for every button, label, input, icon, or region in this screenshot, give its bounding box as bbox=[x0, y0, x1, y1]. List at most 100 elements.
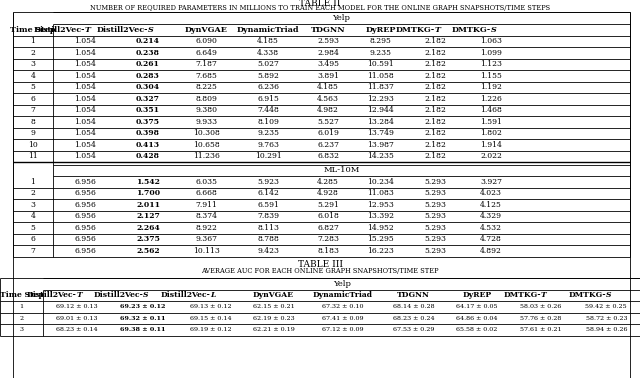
Text: 4.532: 4.532 bbox=[480, 224, 502, 232]
Text: 13.987: 13.987 bbox=[367, 141, 394, 149]
Text: 7: 7 bbox=[31, 247, 35, 255]
Text: 5.293: 5.293 bbox=[424, 235, 446, 243]
Text: 64.86 ± 0.04: 64.86 ± 0.04 bbox=[456, 316, 498, 321]
Text: 8.295: 8.295 bbox=[369, 37, 392, 45]
Text: 10.113: 10.113 bbox=[193, 247, 220, 255]
Text: 57.61 ± 0.21: 57.61 ± 0.21 bbox=[520, 327, 561, 332]
Text: 11.837: 11.837 bbox=[367, 83, 394, 91]
Text: 14.235: 14.235 bbox=[367, 152, 394, 160]
Text: T: T bbox=[435, 26, 441, 34]
Text: TDGNN: TDGNN bbox=[310, 26, 346, 34]
Text: 4.185: 4.185 bbox=[257, 37, 279, 45]
Text: 5.892: 5.892 bbox=[257, 72, 279, 80]
Text: 9.235: 9.235 bbox=[369, 49, 392, 57]
Text: 2.022: 2.022 bbox=[480, 152, 502, 160]
Text: 6.956: 6.956 bbox=[74, 201, 96, 209]
Text: 67.12 ± 0.09: 67.12 ± 0.09 bbox=[321, 327, 363, 332]
Text: 5.293: 5.293 bbox=[424, 201, 446, 209]
Text: 5.923: 5.923 bbox=[257, 178, 279, 186]
Text: 1.192: 1.192 bbox=[480, 83, 502, 91]
Text: 1.123: 1.123 bbox=[480, 60, 502, 68]
Text: 8.113: 8.113 bbox=[257, 224, 279, 232]
Text: 8.183: 8.183 bbox=[317, 247, 339, 255]
Text: S: S bbox=[148, 26, 154, 34]
Text: 1.054: 1.054 bbox=[74, 141, 96, 149]
Text: 1.054: 1.054 bbox=[74, 37, 96, 45]
Text: 9.423: 9.423 bbox=[257, 247, 279, 255]
Text: 6.956: 6.956 bbox=[74, 247, 96, 255]
Text: 1.542: 1.542 bbox=[136, 178, 160, 186]
Text: 2.182: 2.182 bbox=[424, 141, 446, 149]
Text: 4: 4 bbox=[31, 72, 35, 80]
Text: 6.236: 6.236 bbox=[257, 83, 279, 91]
Text: DyREP: DyREP bbox=[365, 26, 396, 34]
Text: 8.109: 8.109 bbox=[257, 118, 279, 126]
Text: T: T bbox=[76, 291, 82, 299]
Text: 6.956: 6.956 bbox=[74, 224, 96, 232]
Text: 6.591: 6.591 bbox=[257, 201, 279, 209]
Text: 9.367: 9.367 bbox=[195, 235, 218, 243]
Text: 1.054: 1.054 bbox=[74, 83, 96, 91]
Text: 6.956: 6.956 bbox=[74, 235, 96, 243]
Text: 1.468: 1.468 bbox=[480, 106, 502, 114]
Text: 8.809: 8.809 bbox=[196, 95, 218, 103]
Text: 11.083: 11.083 bbox=[367, 189, 394, 197]
Text: 8.922: 8.922 bbox=[196, 224, 218, 232]
Text: 1.591: 1.591 bbox=[480, 118, 502, 126]
Text: 11.236: 11.236 bbox=[193, 152, 220, 160]
Text: 15.295: 15.295 bbox=[367, 235, 394, 243]
Text: 3: 3 bbox=[20, 327, 24, 332]
Text: Yelp: Yelp bbox=[333, 279, 351, 288]
Text: S: S bbox=[143, 291, 148, 299]
Text: 5.293: 5.293 bbox=[424, 178, 446, 186]
Text: 5.293: 5.293 bbox=[424, 224, 446, 232]
Text: DynVGAE: DynVGAE bbox=[185, 26, 228, 34]
Text: 2.375: 2.375 bbox=[136, 235, 160, 243]
Text: 67.32 ± 0.10: 67.32 ± 0.10 bbox=[321, 304, 363, 309]
Text: 7.911: 7.911 bbox=[196, 201, 218, 209]
Text: 6.649: 6.649 bbox=[196, 49, 218, 57]
Text: 6.090: 6.090 bbox=[196, 37, 218, 45]
Text: 69.12 ± 0.13: 69.12 ± 0.13 bbox=[56, 304, 97, 309]
Text: 1.802: 1.802 bbox=[480, 129, 502, 137]
Text: 2: 2 bbox=[31, 49, 35, 57]
Text: 67.41 ± 0.09: 67.41 ± 0.09 bbox=[321, 316, 363, 321]
Text: 1.914: 1.914 bbox=[480, 141, 502, 149]
Text: 4.125: 4.125 bbox=[480, 201, 502, 209]
Text: DynVGAE: DynVGAE bbox=[253, 291, 294, 299]
Text: Yelp: Yelp bbox=[333, 14, 351, 22]
Text: 58.03 ± 0.26: 58.03 ± 0.26 bbox=[520, 304, 561, 309]
Text: 2: 2 bbox=[20, 316, 24, 321]
Text: 9.763: 9.763 bbox=[257, 141, 279, 149]
Text: DMTKG-: DMTKG- bbox=[503, 291, 541, 299]
Text: TABLE III: TABLE III bbox=[298, 260, 342, 269]
Text: 62.21 ± 0.19: 62.21 ± 0.19 bbox=[253, 327, 294, 332]
Text: 2.127: 2.127 bbox=[136, 212, 160, 220]
Text: 2.182: 2.182 bbox=[424, 49, 446, 57]
Text: 5: 5 bbox=[31, 83, 35, 91]
Text: 1.054: 1.054 bbox=[74, 72, 96, 80]
Text: 10.308: 10.308 bbox=[193, 129, 220, 137]
Text: 6: 6 bbox=[31, 95, 35, 103]
Text: 3.495: 3.495 bbox=[317, 60, 339, 68]
Text: 4.982: 4.982 bbox=[317, 106, 339, 114]
Text: 69.23 ± 0.12: 69.23 ± 0.12 bbox=[120, 304, 166, 309]
Text: 6.035: 6.035 bbox=[195, 178, 218, 186]
Text: 8.788: 8.788 bbox=[257, 235, 279, 243]
Text: 5.293: 5.293 bbox=[424, 212, 446, 220]
Text: 8.225: 8.225 bbox=[196, 83, 218, 91]
Text: T: T bbox=[541, 291, 547, 299]
Text: 5.293: 5.293 bbox=[424, 189, 446, 197]
Text: DynamicTriad: DynamicTriad bbox=[312, 291, 372, 299]
Text: 64.17 ± 0.05: 64.17 ± 0.05 bbox=[456, 304, 498, 309]
Text: DMTKG-: DMTKG- bbox=[452, 26, 491, 34]
Text: 6.019: 6.019 bbox=[317, 129, 339, 137]
Text: 7.283: 7.283 bbox=[317, 235, 339, 243]
Text: 3: 3 bbox=[31, 201, 35, 209]
Text: 0.304: 0.304 bbox=[136, 83, 160, 91]
Text: 69.13 ± 0.12: 69.13 ± 0.12 bbox=[190, 304, 232, 309]
Text: 2.182: 2.182 bbox=[424, 37, 446, 45]
Text: 16.223: 16.223 bbox=[367, 247, 394, 255]
Text: 5.527: 5.527 bbox=[317, 118, 339, 126]
Text: 1.155: 1.155 bbox=[480, 72, 502, 80]
